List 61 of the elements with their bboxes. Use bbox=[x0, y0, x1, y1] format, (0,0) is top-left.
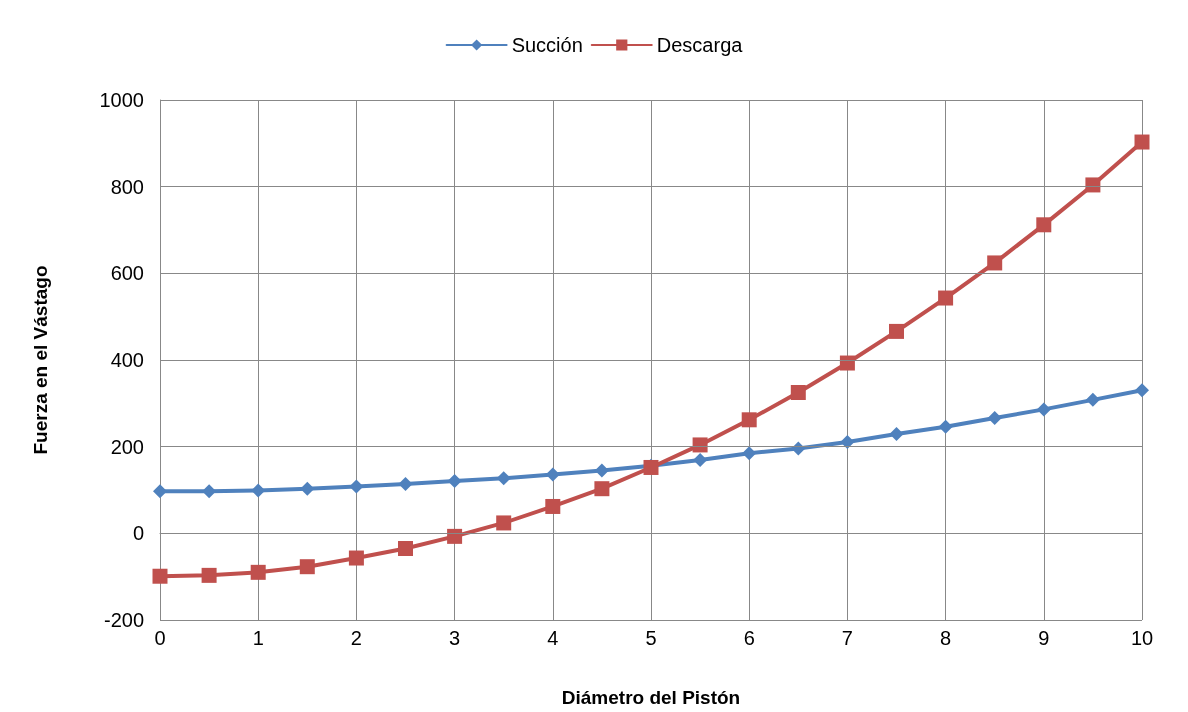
point bbox=[889, 323, 904, 339]
point bbox=[349, 479, 364, 494]
point bbox=[398, 541, 413, 556]
point bbox=[594, 481, 610, 497]
point bbox=[300, 481, 315, 496]
x-tick-label: 9 bbox=[1038, 627, 1050, 649]
point bbox=[987, 411, 1002, 426]
x-tick-label: 7 bbox=[841, 627, 853, 649]
point bbox=[153, 484, 167, 499]
point bbox=[889, 427, 904, 442]
y-tick-label: 400 bbox=[110, 349, 144, 371]
point bbox=[693, 453, 708, 468]
point bbox=[250, 564, 266, 580]
y-tick-label: 1000 bbox=[99, 89, 144, 111]
point bbox=[447, 473, 462, 488]
y-tick-label: 800 bbox=[110, 175, 144, 198]
point bbox=[545, 498, 561, 514]
point bbox=[201, 567, 217, 583]
point bbox=[299, 559, 315, 575]
x-tick-label: 0 bbox=[154, 627, 166, 649]
point bbox=[938, 290, 954, 306]
x-axis-title: Diámetro del Pistón bbox=[561, 687, 741, 708]
point bbox=[348, 550, 364, 566]
x-tick-label: 3 bbox=[449, 627, 461, 649]
point bbox=[790, 385, 806, 400]
point bbox=[1135, 383, 1149, 398]
y-tick-label: 0 bbox=[132, 522, 144, 545]
y-axis-title: Fuerza en el Vástago bbox=[30, 265, 51, 455]
point bbox=[496, 515, 512, 531]
point bbox=[447, 528, 463, 544]
legend-label: Succión bbox=[511, 34, 583, 56]
point bbox=[987, 255, 1003, 271]
point bbox=[839, 355, 855, 371]
x-tick-label: 10 bbox=[1130, 627, 1154, 649]
point bbox=[496, 471, 511, 486]
legend-label: Descarga bbox=[656, 34, 744, 56]
x-tick-label: 2 bbox=[350, 627, 362, 649]
point bbox=[152, 568, 168, 584]
point bbox=[1085, 177, 1101, 193]
point bbox=[251, 483, 266, 498]
point bbox=[594, 463, 609, 478]
x-tick-label: 4 bbox=[547, 627, 559, 649]
x-tick-label: 8 bbox=[940, 627, 952, 649]
point bbox=[938, 419, 953, 434]
y-tick-label: 600 bbox=[110, 262, 144, 285]
point bbox=[398, 476, 413, 491]
y-tick-label: 200 bbox=[110, 435, 144, 458]
point bbox=[202, 484, 217, 499]
x-tick-label: 6 bbox=[743, 627, 755, 649]
point bbox=[742, 446, 757, 461]
point bbox=[1085, 392, 1100, 407]
point bbox=[1036, 402, 1051, 417]
y-tick-label: -200 bbox=[103, 609, 144, 631]
point bbox=[1134, 134, 1150, 150]
point bbox=[545, 467, 560, 482]
point bbox=[692, 437, 708, 453]
point bbox=[1036, 217, 1052, 233]
x-tick-label: 1 bbox=[252, 627, 264, 649]
x-tick-label: 5 bbox=[645, 627, 657, 649]
point bbox=[840, 434, 855, 449]
point bbox=[741, 412, 757, 428]
